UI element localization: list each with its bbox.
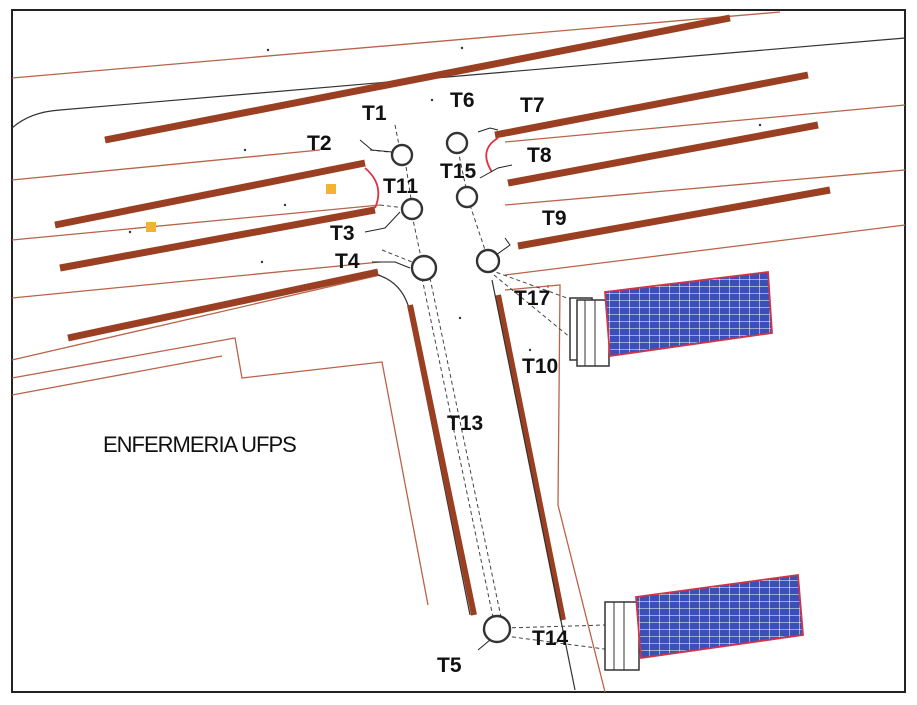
label-t15: T15 xyxy=(440,160,477,183)
label-t7: T7 xyxy=(520,94,545,117)
solar-panel-array-upper xyxy=(569,270,773,367)
survey-dots xyxy=(128,46,762,352)
label-t4: T4 xyxy=(335,250,360,273)
brick-walls xyxy=(54,14,831,342)
curbs xyxy=(364,137,499,209)
label-t11: T11 xyxy=(383,175,418,198)
building-label: ENFERMERIA UFPS xyxy=(103,432,296,457)
label-t6: T6 xyxy=(450,89,475,112)
markers xyxy=(146,184,336,232)
label-t5: T5 xyxy=(437,654,462,677)
label-t13: T13 xyxy=(447,412,483,435)
label-t2: T2 xyxy=(307,132,332,155)
label-t1: T1 xyxy=(362,102,387,125)
label-t10: T10 xyxy=(522,355,558,378)
label-t8: T8 xyxy=(527,144,552,167)
node-labels: T1 T2 T3 T4 T5 T6 T7 T8 T9 T10 T11 T13 T… xyxy=(307,89,569,677)
drawing-frame xyxy=(11,9,906,693)
junction-wells xyxy=(390,131,512,644)
road-lines xyxy=(11,11,906,361)
solar-panel-array-lower xyxy=(604,573,804,671)
label-t17: T17 xyxy=(514,287,550,310)
walkway-walls xyxy=(377,274,576,691)
label-t14: T14 xyxy=(532,627,569,650)
leader-lines xyxy=(359,127,513,651)
label-t9: T9 xyxy=(542,207,567,230)
label-t3: T3 xyxy=(330,222,355,245)
lot-boundaries xyxy=(11,284,606,693)
